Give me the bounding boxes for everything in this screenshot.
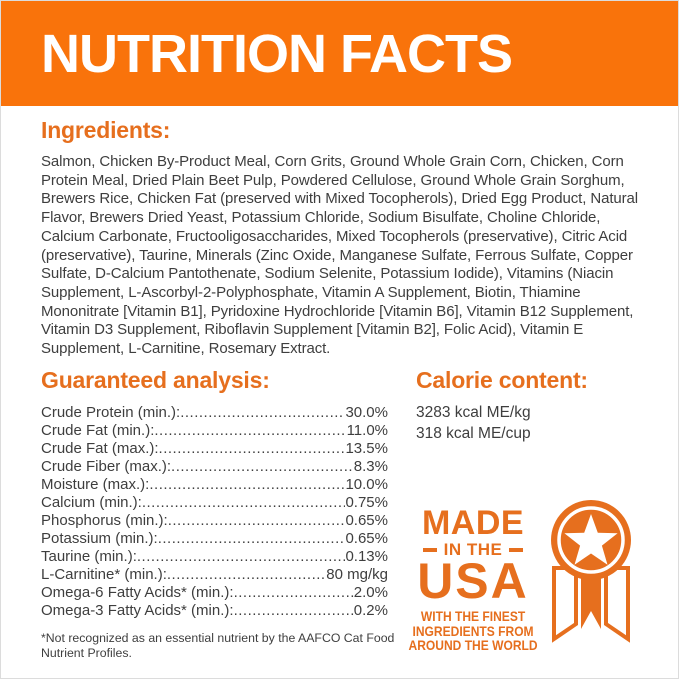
badge-subtext-line: WITH THE FINEST <box>420 608 526 624</box>
badge-in-the-text: IN THE <box>422 540 524 559</box>
analysis-label: Crude Protein (min.): <box>41 404 181 421</box>
calorie-per-cup: 318 kcal ME/cup <box>416 425 531 442</box>
dot-leader <box>149 476 345 494</box>
ingredients-heading: Ingredients: <box>41 117 171 143</box>
analysis-label: Crude Fat (min.): <box>41 422 155 439</box>
page-title: NUTRITION FACTS <box>41 23 513 84</box>
header-banner: NUTRITION FACTS <box>1 1 678 106</box>
analysis-value: 30.0% <box>345 404 388 421</box>
dot-leader <box>180 404 345 422</box>
analysis-value: 0.13% <box>345 548 388 565</box>
analysis-row: Crude Protein (min.): 30.0% <box>41 404 388 422</box>
dot-leader <box>158 530 346 548</box>
analysis-label: Crude Fat (max.): <box>41 440 159 457</box>
dot-leader <box>142 494 346 512</box>
analysis-value: 0.65% <box>345 530 388 547</box>
analysis-label: Potassium (min.): <box>41 530 158 547</box>
analysis-value: 8.3% <box>353 458 388 475</box>
analysis-label: Crude Fiber (max.): <box>41 458 172 475</box>
analysis-row: Phosphorus (min.): 0.65% <box>41 512 388 530</box>
analysis-value: 0.2% <box>353 602 388 619</box>
analysis-label: Omega-6 Fatty Acids* (min.): <box>41 584 234 601</box>
badge-subtext: WITH THE FINEST INGREDIENTS FROM AROUND … <box>398 609 548 653</box>
analysis-value: 0.75% <box>345 494 388 511</box>
made-in-usa-badge: MADE IN THE USA WITH THE FINEST INGREDIE… <box>407 504 539 653</box>
dash-left <box>422 547 437 552</box>
ingredients-text: Salmon, Chicken By-Product Meal, Corn Gr… <box>41 153 639 358</box>
analysis-value: 11.0% <box>346 422 388 439</box>
dash-right <box>509 547 524 552</box>
analysis-value: 10.0% <box>345 476 388 493</box>
dot-leader <box>168 512 346 530</box>
star-icon <box>564 514 618 565</box>
dot-leader <box>234 584 354 602</box>
analysis-row: Omega-6 Fatty Acids* (min.): 2.0% <box>41 584 388 602</box>
badge-subtext-line: INGREDIENTS FROM <box>412 622 534 639</box>
analysis-label: Phosphorus (min.): <box>41 512 168 529</box>
analysis-label: Omega-3 Fatty Acids* (min.): <box>41 602 234 619</box>
dot-leader <box>171 458 354 476</box>
analysis-value: 13.5% <box>345 440 388 457</box>
analysis-label: L-Carnitine* (min.): <box>41 566 167 583</box>
badge-usa-text: USA <box>417 553 529 609</box>
dot-leader <box>234 602 354 620</box>
analysis-row: Potassium (min.): 0.65% <box>41 530 388 548</box>
medal-star-ribbon-icon <box>551 500 631 643</box>
analysis-label: Moisture (max.): <box>41 476 150 493</box>
calorie-per-kg: 3283 kcal ME/kg <box>416 404 531 421</box>
badge-in-the-label: IN THE <box>443 540 503 559</box>
calorie-content-heading: Calorie content: <box>416 367 588 393</box>
analysis-footnote: *Not recognized as an essential nutrient… <box>41 631 395 660</box>
analysis-value: 80 mg/kg <box>326 566 388 583</box>
dot-leader <box>137 548 346 566</box>
analysis-row: Omega-3 Fatty Acids* (min.): 0.2% <box>41 602 388 620</box>
analysis-row: Crude Fat (max.): 13.5% <box>41 440 388 458</box>
dot-leader <box>159 440 346 458</box>
analysis-row: Calcium (min.): 0.75% <box>41 494 388 512</box>
dot-leader <box>154 422 346 440</box>
analysis-value: 2.0% <box>353 584 388 601</box>
dot-leader <box>167 566 326 584</box>
analysis-row: Crude Fat (min.): 11.0% <box>41 422 388 440</box>
analysis-label: Calcium (min.): <box>41 494 142 511</box>
analysis-row: Taurine (min.): 0.13% <box>41 548 388 566</box>
guaranteed-analysis-table: Crude Protein (min.): 30.0% Crude Fat (mi… <box>41 404 388 620</box>
badge-subtext-line: AROUND THE WORLD <box>408 637 538 653</box>
analysis-label: Taurine (min.): <box>41 548 137 565</box>
analysis-row: Moisture (max.): 10.0% <box>41 476 388 494</box>
analysis-row: Crude Fiber (max.): 8.3% <box>41 458 388 476</box>
guaranteed-analysis-heading: Guaranteed analysis: <box>41 367 270 393</box>
badge-made-text: MADE <box>421 504 525 542</box>
analysis-value: 0.65% <box>345 512 388 529</box>
analysis-row: L-Carnitine* (min.): 80 mg/kg <box>41 566 388 584</box>
